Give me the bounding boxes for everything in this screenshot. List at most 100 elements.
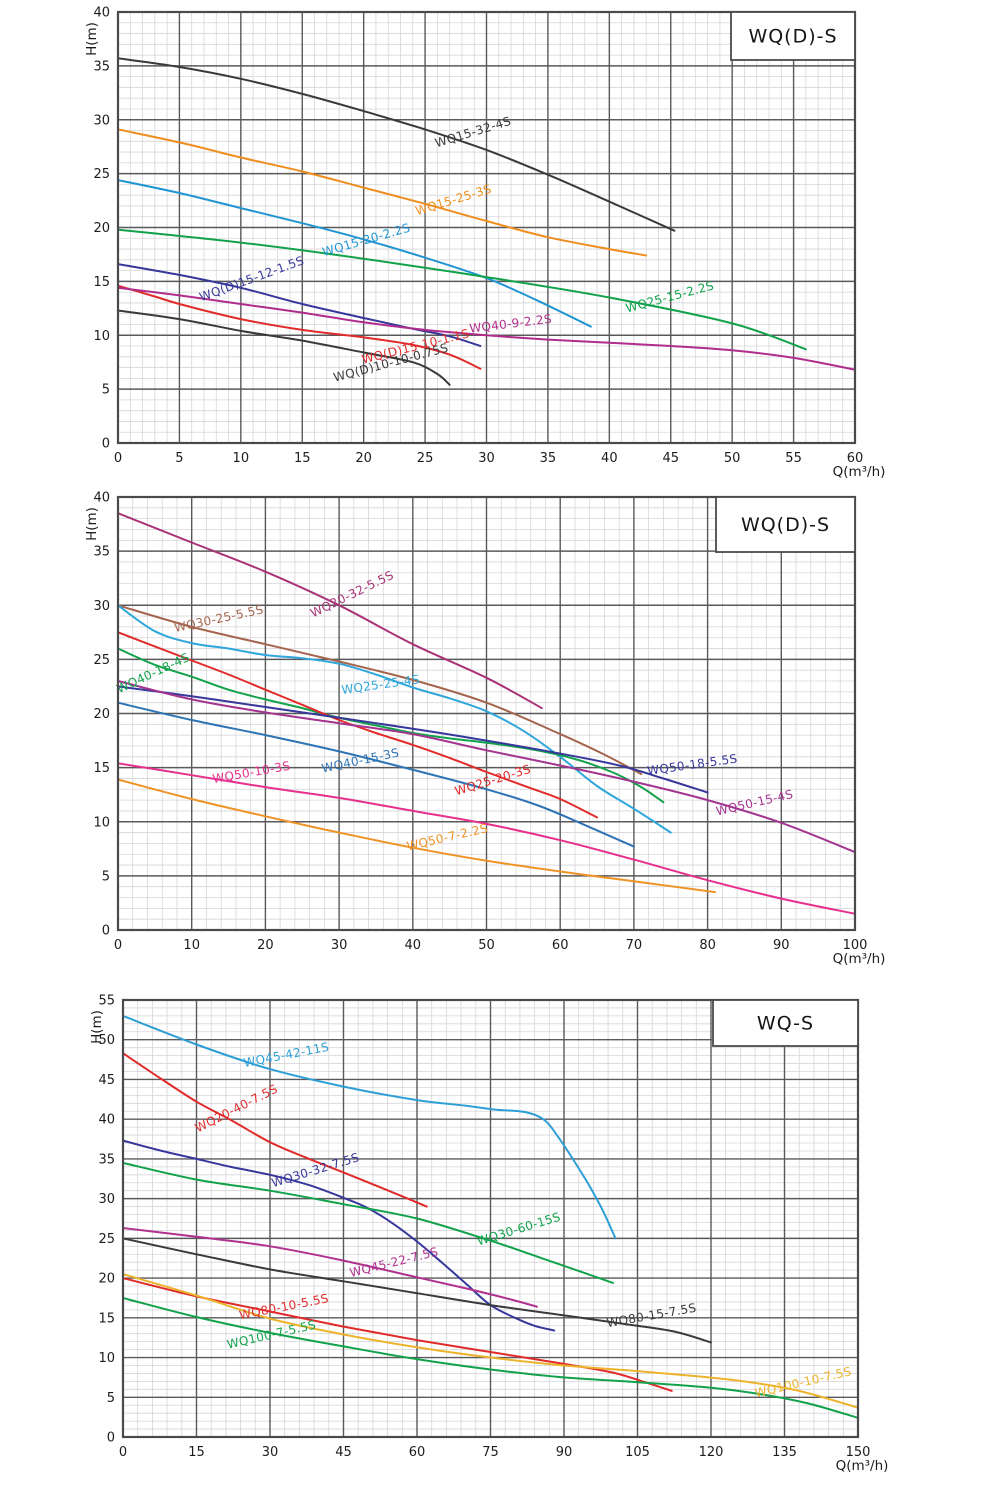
chart-wqd-s-medium-curves xyxy=(117,512,856,915)
y-tick-label: 5 xyxy=(102,869,110,884)
curve-WQ20-40-7.5S xyxy=(122,1052,428,1208)
x-tick-label: 55 xyxy=(785,451,802,466)
x-tick-label: 60 xyxy=(552,938,569,953)
x-tick-label: 75 xyxy=(482,1445,499,1460)
y-tick-label: 35 xyxy=(93,59,110,74)
curve-WQ50-10-3S xyxy=(117,762,856,915)
curve-WQ(D)10-10-0.75S xyxy=(117,309,451,386)
curve-WQ45-42-11S xyxy=(122,1014,617,1240)
y-tick-label: 0 xyxy=(102,924,110,939)
y-tick-label: 10 xyxy=(93,329,110,344)
curve-WQ(D)15-10-1.1S xyxy=(117,284,482,370)
x-tick-label: 40 xyxy=(601,451,618,466)
chart-wq-s-curve-labels: WQ45-42-11SWQ20-40-7.5SWQ30-32-7.5SWQ30-… xyxy=(193,1040,853,1400)
y-tick-label: 25 xyxy=(93,653,110,668)
chart-wqd-s-small: WQ15-32-4SWQ15-25-3SWQ15-20-2.2SWQ25-15-… xyxy=(84,6,885,481)
chart-wqd-s-medium-x-tick-labels: 0 10 20 30 40 50 60 70 80 90 100 xyxy=(114,938,868,953)
x-tick-label: 105 xyxy=(625,1445,650,1460)
x-tick-label: 10 xyxy=(183,938,200,953)
y-tick-label: 0 xyxy=(107,1431,115,1446)
y-tick-label: 25 xyxy=(93,167,110,182)
curve-WQ25-25-4S xyxy=(117,604,672,834)
chart-wqd-s-small-title: WQ(D)-S xyxy=(748,26,837,48)
x-tick-label: 35 xyxy=(540,451,557,466)
curve-label-WQ50-18-5.5S: WQ50-18-5.5S xyxy=(646,751,738,778)
x-tick-label: 30 xyxy=(262,1445,279,1460)
x-tick-label: 0 xyxy=(114,451,122,466)
curve-label-WQ50-7-2.2S: WQ50-7-2.2S xyxy=(405,821,489,853)
chart-wq-s-plot-border xyxy=(121,998,860,1439)
x-tick-label: 20 xyxy=(355,451,372,466)
y-tick-label: 45 xyxy=(98,1073,115,1088)
curve-WQ50-15-4S xyxy=(117,680,856,854)
x-tick-label: 150 xyxy=(846,1445,871,1460)
curve-WQ(D)15-12-1.5S xyxy=(117,263,482,347)
curve-WQ50-7-2.2S xyxy=(117,778,716,894)
curve-WQ100-10-7.5S xyxy=(122,1273,859,1409)
curve-WQ40-15-3S xyxy=(117,701,635,848)
x-tick-label: 0 xyxy=(119,1445,127,1460)
chart-wqd-s-small-y-tick-labels: 0 5 10 15 20 25 30 35 40 xyxy=(93,6,110,452)
curve-WQ80-10-5.5S xyxy=(122,1277,673,1392)
chart-wq-s: WQ45-42-11SWQ20-40-7.5SWQ30-32-7.5SWQ30-… xyxy=(89,994,888,1475)
chart-wq-s-grid-major xyxy=(123,1000,858,1437)
x-tick-label: 60 xyxy=(847,451,864,466)
curve-label-WQ40-9-2.2S: WQ40-9-2.2S xyxy=(469,312,553,336)
y-tick-label: 5 xyxy=(107,1391,115,1406)
y-tick-label: 30 xyxy=(98,1192,115,1207)
curve-label-WQ50-10-3S: WQ50-10-3S xyxy=(211,759,291,786)
chart-wqd-s-medium-title: WQ(D)-S xyxy=(741,514,830,536)
chart-wqd-s-small-curves xyxy=(117,57,856,386)
curve-WQ40-9-2.2S xyxy=(117,286,856,371)
y-tick-label: 15 xyxy=(93,275,110,290)
x-tick-label: 15 xyxy=(294,451,311,466)
curve-WQ80-15-7.5S xyxy=(122,1237,712,1344)
x-tick-label: 90 xyxy=(556,1445,573,1460)
y-tick-label: 35 xyxy=(93,545,110,560)
y-tick-label: 35 xyxy=(98,1152,115,1167)
x-tick-label: 30 xyxy=(478,451,495,466)
chart-wqd-s-small-title-box: WQ(D)-S xyxy=(730,11,856,61)
curve-WQ25-15-2.2S xyxy=(117,228,807,351)
chart-wq-s-title: WQ-S xyxy=(757,1013,814,1035)
x-tick-label: 70 xyxy=(626,938,643,953)
y-tick-label: 30 xyxy=(93,599,110,614)
y-tick-label: 0 xyxy=(102,437,110,452)
y-tick-label: 10 xyxy=(93,815,110,830)
x-tick-label: 60 xyxy=(409,1445,426,1460)
curve-WQ30-60-15S xyxy=(122,1161,614,1284)
y-tick-label: 20 xyxy=(93,707,110,722)
chart-wq-s-y-tick-labels: 0 5 10 15 20 25 30 35 40 45 50 55 xyxy=(98,994,115,1446)
chart-wq-s-x-axis-label: Q(m³/h) xyxy=(836,1458,889,1474)
x-tick-label: 15 xyxy=(188,1445,205,1460)
chart-wqd-s-small-x-tick-labels: 0 5 10 15 20 25 30 35 40 45 50 55 60 xyxy=(114,451,863,466)
chart-wqd-s-medium: WQ20-32-5.5SWQ30-25-5.5SWQ25-25-4SWQ40-1… xyxy=(84,491,885,968)
y-tick-label: 50 xyxy=(98,1033,115,1048)
y-tick-label: 55 xyxy=(98,994,115,1009)
curve-WQ15-20-2.2S xyxy=(117,179,592,328)
x-tick-label: 40 xyxy=(405,938,422,953)
curve-WQ50-18-5.5S xyxy=(117,685,709,794)
y-tick-label: 30 xyxy=(93,113,110,128)
curve-WQ15-32-4S xyxy=(117,57,676,232)
x-tick-label: 120 xyxy=(699,1445,724,1460)
x-tick-label: 10 xyxy=(233,451,250,466)
y-tick-label: 10 xyxy=(98,1351,115,1366)
x-tick-label: 20 xyxy=(257,938,274,953)
chart-wqd-s-medium-plot-border xyxy=(116,495,857,932)
y-tick-label: 40 xyxy=(93,491,110,506)
chart-wqd-s-medium-title-box: WQ(D)-S xyxy=(715,496,856,553)
x-tick-label: 100 xyxy=(843,938,868,953)
curve-WQ30-25-5.5S xyxy=(117,604,643,776)
chart-wqd-s-medium-y-tick-labels: 0 5 10 15 20 25 30 35 40 xyxy=(93,491,110,939)
curve-WQ30-32-7.5S xyxy=(122,1139,556,1332)
y-tick-label: 25 xyxy=(98,1232,115,1247)
chart-wq-s-title-box: WQ-S xyxy=(712,999,859,1047)
curve-WQ45-22-7.5S xyxy=(122,1227,538,1308)
chart-wqd-s-medium-y-axis-label: H(m) xyxy=(84,507,100,541)
y-tick-label: 5 xyxy=(102,383,110,398)
curve-label-WQ100-10-7.5S: WQ100-10-7.5S xyxy=(754,1364,853,1400)
x-tick-label: 30 xyxy=(331,938,348,953)
